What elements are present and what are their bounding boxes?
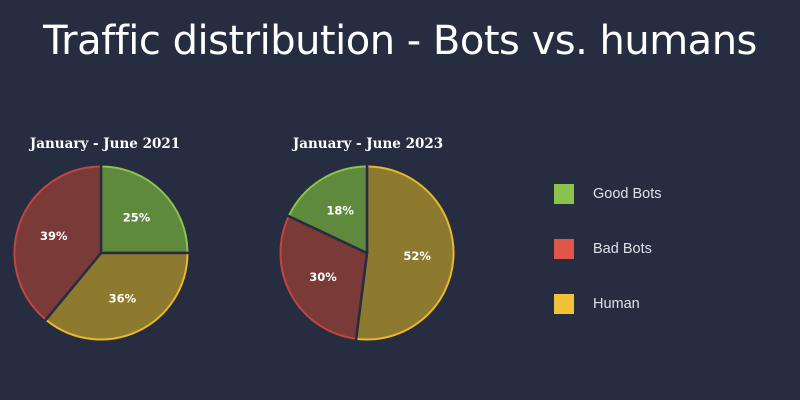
legend-swatch-good-bots [554, 184, 574, 204]
legend-swatch-human [554, 294, 574, 314]
pie-slice-label-good-bots: 18% [326, 204, 354, 218]
legend-swatch-bad-bots [554, 239, 574, 259]
pie-slice-good-bots [99, 163, 191, 255]
legend-label: Bad Bots [593, 241, 652, 257]
pie-slice-label-human: 52% [403, 249, 431, 263]
pie-slice-edge-human [46, 254, 189, 341]
legend-item-bad-bots: Bad Bots [554, 239, 774, 261]
pie-slice-label-bad-bots: 39% [40, 229, 68, 243]
legend-label: Human [593, 296, 640, 312]
legend-item-good-bots: Good Bots [554, 184, 774, 206]
pie-2023-title: January - June 2023 [292, 136, 444, 152]
legend-item-human: Human [554, 294, 774, 316]
pie-slice-edge-good-bots [102, 165, 189, 252]
pie-slice-edge-bad-bots [13, 165, 100, 320]
pie-slice-edge-human [357, 165, 455, 341]
pie-slice-label-bad-bots: 30% [309, 270, 337, 284]
legend-label: Good Bots [593, 186, 662, 202]
pie-slice-bad-bots [11, 163, 103, 323]
pie-slice-good-bots [286, 163, 369, 255]
pie-slice-edge-bad-bots [279, 216, 356, 340]
pie-slice-human [43, 251, 191, 343]
pie-2021-title: January - June 2021 [29, 136, 181, 152]
chart-title: Traffic distribution - Bots vs. humans [43, 18, 757, 64]
pie-slice-human [354, 163, 457, 343]
pie-slice-label-good-bots: 25% [123, 211, 151, 225]
pie-2021: 25% 36% 39% [11, 163, 191, 343]
pie-2023: 52% 30% 18% [277, 163, 457, 343]
pie-slice-edge-good-bots [288, 165, 366, 216]
pie-slice-label-human: 36% [109, 291, 137, 305]
